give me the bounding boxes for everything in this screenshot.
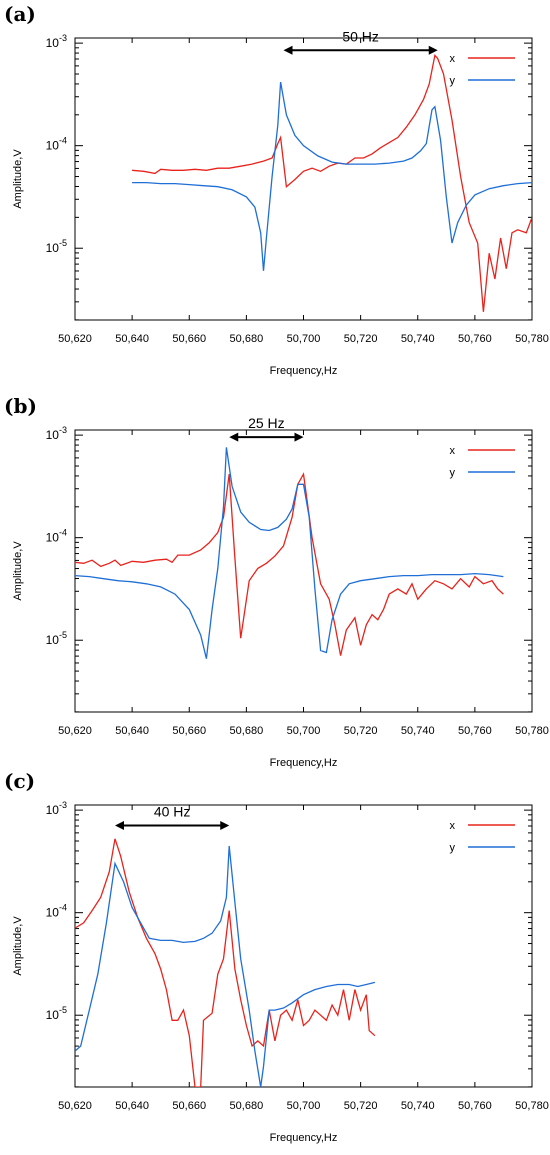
y-tick-label: 10-3 <box>46 33 67 50</box>
x-tick-label: 50,760 <box>458 1100 492 1112</box>
annotation-arrowhead-left <box>229 432 239 442</box>
series-line-y <box>75 845 376 1087</box>
x-tick-label: 50,760 <box>458 725 492 737</box>
series-line-x <box>132 54 532 312</box>
y-tick-label: 10-5 <box>46 630 67 647</box>
x-tick-label: 50,700 <box>287 725 321 737</box>
x-tick-label: 50,780 <box>515 725 549 737</box>
x-tick-label: 50,720 <box>344 725 378 737</box>
x-axis-label: Frequency,Hz <box>270 757 338 769</box>
chart-svg: 50,620 50,640 50,660 50,680 50,700 50,720 50,7… <box>12 28 549 377</box>
x-tick-label: 50,760 <box>458 333 492 345</box>
y-tick-label: 10-3 <box>46 800 67 817</box>
x-tick-label: 50,620 <box>58 333 92 345</box>
annotation-arrowhead-left <box>283 45 293 55</box>
x-tick-label: 50,660 <box>172 725 206 737</box>
x-tick-label: 50,640 <box>115 333 149 345</box>
plot-frame <box>74 429 533 713</box>
annotation-arrowhead-left <box>114 821 124 831</box>
x-tick-label: 50,740 <box>401 725 435 737</box>
chart-svg: 50,620 50,640 50,660 50,680 50,700 50,720 50,7… <box>12 415 549 769</box>
legend-label-x: x <box>450 445 456 457</box>
panel-label: (b) <box>4 394 37 418</box>
x-tick-label: 50,700 <box>287 1100 321 1112</box>
y-tick-label: 10-5 <box>46 238 67 255</box>
x-tick-label: 50,620 <box>58 1100 92 1112</box>
x-tick-label: 50,740 <box>401 333 435 345</box>
chart-panel-b: (b) 50,620 50,640 50,660 50,680 50,700 50,720… <box>0 392 550 777</box>
annotation-arrowhead-right <box>294 432 304 442</box>
x-tick-label: 50,780 <box>515 333 549 345</box>
chart-svg: 50,620 50,640 50,660 50,680 50,700 50,720 50,7… <box>12 800 549 1144</box>
x-axis-label: Frequency,Hz <box>270 365 338 377</box>
panel-label: (a) <box>4 2 36 26</box>
annotation-label: 25 Hz <box>248 415 285 431</box>
x-tick-label: 50,640 <box>115 725 149 737</box>
x-tick-label: 50,680 <box>230 725 264 737</box>
x-tick-label: 50,720 <box>344 1100 378 1112</box>
x-axis-label: Frequency,Hz <box>270 1132 338 1144</box>
x-tick-label: 50,700 <box>287 333 321 345</box>
y-tick-label: 10-5 <box>46 1005 67 1022</box>
y-tick-label: 10-4 <box>46 528 67 545</box>
y-tick-label: 10-4 <box>46 903 67 920</box>
chart-panel-c: (c) 50,620 50,640 50,660 50,680 50,700 50,720… <box>0 767 550 1152</box>
y-tick-label: 10-4 <box>46 136 67 153</box>
x-tick-label: 50,660 <box>172 333 206 345</box>
series-line-y <box>75 447 504 659</box>
x-tick-label: 50,660 <box>172 1100 206 1112</box>
x-tick-label: 50,680 <box>230 1100 264 1112</box>
x-tick-label: 50,680 <box>230 333 264 345</box>
legend-label-x: x <box>450 53 456 65</box>
x-tick-label: 50,720 <box>344 333 378 345</box>
legend-label-y: y <box>450 467 456 479</box>
plot-frame <box>74 804 533 1088</box>
x-tick-label: 50,640 <box>115 1100 149 1112</box>
y-axis-label: Amplitude,V <box>12 541 24 601</box>
annotation-label: 50 Hz <box>342 28 379 44</box>
annotation-label: 40 Hz <box>154 804 191 820</box>
legend-label-x: x <box>450 820 456 832</box>
annotation-arrowhead-right <box>220 821 230 831</box>
legend-label-y: y <box>450 75 456 87</box>
plot-frame <box>74 37 533 321</box>
chart-panel-a: (a) 50,620 50,640 50,660 50,680 50,700 50,720… <box>0 0 550 385</box>
panel-label: (c) <box>4 769 36 793</box>
y-axis-label: Amplitude,V <box>12 149 24 209</box>
series-line-x <box>75 472 504 656</box>
y-tick-label: 10-3 <box>46 425 67 442</box>
legend-label-y: y <box>450 842 456 854</box>
series-line-x <box>75 838 376 1087</box>
y-axis-label: Amplitude,V <box>12 916 24 976</box>
x-tick-label: 50,780 <box>515 1100 549 1112</box>
series-line-y <box>132 81 532 271</box>
x-tick-label: 50,740 <box>401 1100 435 1112</box>
annotation-arrowhead-right <box>428 45 438 55</box>
x-tick-label: 50,620 <box>58 725 92 737</box>
